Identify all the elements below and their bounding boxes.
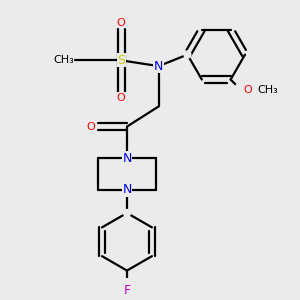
Text: O: O (244, 85, 252, 94)
Circle shape (234, 83, 247, 96)
Text: N: N (122, 183, 132, 196)
Circle shape (121, 279, 133, 291)
Text: F: F (123, 284, 130, 297)
Text: CH₃: CH₃ (257, 85, 278, 94)
Circle shape (184, 51, 191, 58)
Text: O: O (87, 122, 95, 132)
Circle shape (124, 209, 130, 216)
Text: N: N (154, 60, 163, 73)
Text: CH₃: CH₃ (53, 56, 74, 65)
Text: N: N (122, 152, 132, 165)
Text: S: S (117, 54, 125, 67)
Text: O: O (117, 18, 126, 28)
Text: O: O (117, 93, 126, 103)
